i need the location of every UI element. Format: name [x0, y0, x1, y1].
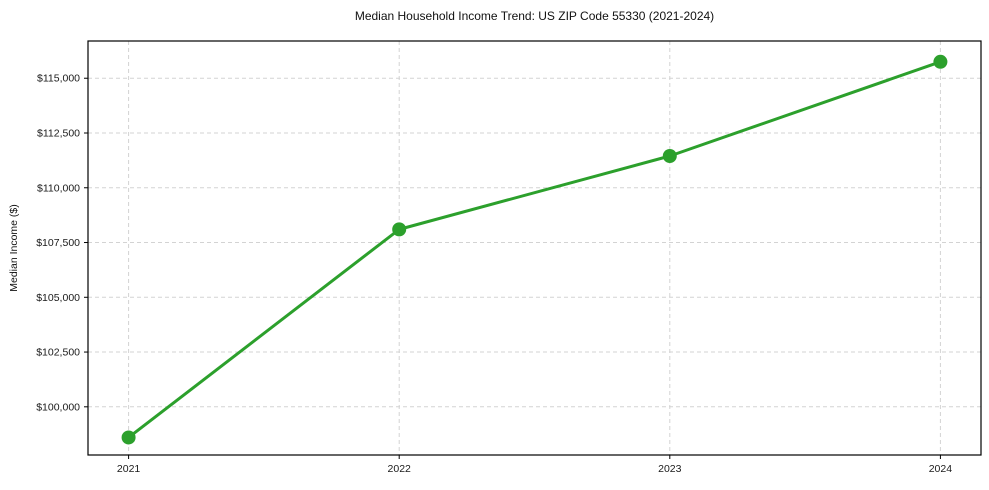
y-tick-label: $102,500 — [36, 347, 80, 359]
plot-border — [87, 40, 982, 456]
y-tick-label: $112,500 — [37, 128, 80, 140]
y-tick-label: $110,000 — [37, 182, 80, 194]
y-tick-label: $100,000 — [36, 401, 80, 413]
chart-title: Median Household Income Trend: US ZIP Co… — [354, 9, 715, 23]
line-series — [127, 60, 942, 439]
data-point — [933, 54, 948, 69]
x-tick-label: 2023 — [658, 463, 682, 475]
data-point — [121, 430, 136, 445]
x-tick-label: 2022 — [388, 463, 412, 475]
x-tick-label: 2024 — [929, 463, 953, 475]
y-tick-label: $105,000 — [36, 292, 80, 304]
data-point — [662, 149, 677, 163]
x-tick-label: 2021 — [117, 463, 141, 475]
y-tick-label: $115,000 — [37, 73, 80, 85]
y-tick-label: $107,500 — [36, 237, 80, 249]
data-point — [392, 222, 407, 237]
